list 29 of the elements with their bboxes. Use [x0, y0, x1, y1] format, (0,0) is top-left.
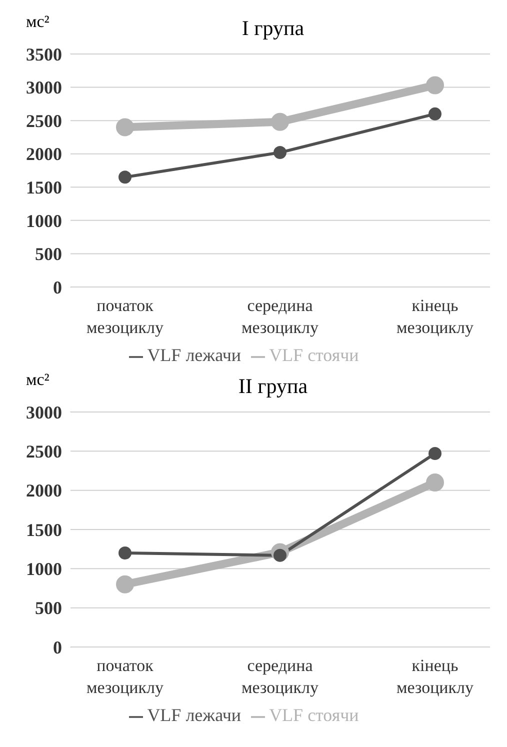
legend-label: VLF лежачи [147, 705, 242, 725]
y-tick-label: 1500 [26, 178, 62, 198]
x-tick-label: кінець мезоциклу [396, 296, 474, 337]
y-tick-label: 3000 [26, 402, 62, 422]
x-tick-label: середина мезоциклу [241, 296, 320, 337]
y-tick-label: 1500 [26, 520, 62, 540]
y-tick-label: 500 [35, 598, 62, 618]
y-tick-label: 3000 [26, 78, 62, 98]
x-tick-label: початок мезоциклу [86, 656, 164, 697]
y-tick-label: 2500 [26, 442, 62, 462]
legend-label: VLF стоячи [269, 705, 359, 725]
y-tick-label: 0 [53, 637, 62, 658]
y-tick-label: 3500 [26, 44, 62, 64]
y-tick-label: 2000 [26, 144, 62, 164]
y-tick-label: 0 [53, 277, 62, 298]
y-tick-label: 500 [35, 244, 62, 264]
legend-label: VLF стоячи [269, 345, 359, 365]
x-tick-label: кінець мезоциклу [396, 656, 474, 697]
chart-title: II група [237, 373, 309, 400]
y-tick-label: 2000 [26, 480, 62, 501]
chart-title: I група [240, 15, 306, 42]
y-tick-label: 1000 [26, 559, 62, 580]
x-tick-label: середина мезоциклу [241, 656, 320, 697]
y-tick-label: 2500 [26, 110, 62, 131]
y-axis-title: мс² [26, 370, 50, 390]
y-tick-label: 1000 [26, 210, 62, 231]
y-axis-title: мс² [26, 12, 50, 32]
legend-label: VLF лежачи [147, 345, 242, 365]
x-tick-label: початок мезоциклу [86, 296, 164, 337]
